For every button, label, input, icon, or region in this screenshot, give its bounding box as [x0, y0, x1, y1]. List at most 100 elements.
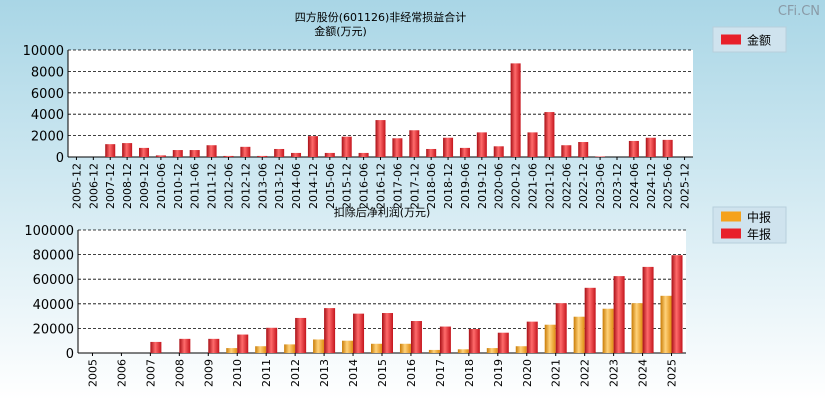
x-tick-label: 2020-06 [493, 163, 506, 209]
bar-金额-2021-06 [527, 132, 538, 157]
x-tick-label: 2024 [637, 359, 650, 387]
x-tick-label: 2009-12 [138, 163, 151, 209]
bar-中报-2017 [428, 349, 440, 353]
x-tick-label: 2019-06 [459, 163, 472, 209]
x-tick-label: 2018-12 [442, 163, 455, 209]
x-tick-label: 2018 [463, 359, 476, 387]
x-tick-label: 2011-06 [189, 163, 202, 209]
x-tick-label: 2010-12 [172, 163, 185, 209]
bar-金额-2014-12 [307, 136, 318, 157]
x-tick-label: 2007-12 [104, 163, 117, 209]
chart-title: 四方股份(601126)非经常损益合计 [295, 10, 467, 24]
bar-年报-2023 [613, 276, 625, 353]
x-tick-label: 2010-06 [155, 163, 168, 209]
x-tick-label: 2010 [231, 359, 244, 387]
x-tick-label: 2011 [260, 359, 273, 387]
bar-金额-2012-12 [240, 146, 251, 157]
y-axis-label: 金额(万元) [314, 24, 367, 38]
x-tick-label: 2025-12 [679, 163, 692, 209]
bar-金额-2022-12 [578, 142, 589, 157]
x-tick-label: 2022 [579, 359, 592, 387]
x-tick-label: 2008 [173, 359, 186, 387]
bar-中报-2023 [602, 308, 614, 353]
x-tick-label: 2012 [289, 359, 302, 387]
bar-中报-2019 [486, 348, 498, 353]
y-tick-label: 8000 [31, 65, 64, 80]
bar-金额-2017-06 [392, 138, 403, 157]
bar-金额-2024-06 [628, 140, 639, 157]
bar-年报-2013 [324, 308, 336, 353]
y-tick-label: 6000 [31, 87, 64, 102]
x-tick-label: 2016-06 [358, 163, 371, 209]
bar-中报-2016 [399, 343, 411, 353]
bar-金额-2008-12 [122, 143, 133, 157]
bar-年报-2012 [295, 317, 307, 353]
bar-金额-2012-06 [223, 155, 234, 157]
bar-金额-2024-12 [645, 137, 656, 157]
x-tick-label: 2009 [202, 359, 215, 387]
bar-金额-2018-06 [426, 148, 437, 157]
bar-金额-2019-12 [476, 132, 487, 157]
legend-swatch [721, 34, 741, 45]
bar-中报-2013 [313, 339, 325, 353]
legend-swatch [721, 211, 741, 222]
x-tick-label: 2006 [115, 359, 128, 387]
x-tick-label: 2018-06 [425, 163, 438, 209]
bar-年报-2010 [237, 334, 249, 353]
bar-年报-2017 [439, 326, 451, 353]
bar-金额-2010-12 [172, 150, 183, 157]
x-tick-label: 2016 [405, 359, 418, 387]
x-tick-label: 2005-12 [70, 163, 83, 209]
bar-金额-2014-06 [291, 152, 302, 157]
x-tick-label: 2013 [318, 359, 331, 387]
bar-金额-2010-06 [155, 155, 166, 157]
x-tick-label: 2015-06 [324, 163, 337, 209]
x-tick-label: 2023 [608, 359, 621, 387]
bar-年报-2007 [150, 341, 162, 353]
bar-中报-2020 [515, 346, 527, 353]
bar-金额-2018-12 [443, 137, 454, 157]
x-tick-label: 2017-12 [408, 163, 421, 209]
x-tick-label: 2013-06 [256, 163, 269, 209]
bar-年报-2025 [671, 255, 683, 353]
x-tick-label: 2012-12 [239, 163, 252, 209]
y-tick-label: 100000 [24, 224, 74, 239]
legend: 金额 [712, 26, 787, 53]
x-tick-label: 2017 [434, 359, 447, 387]
bar-中报-2024 [631, 303, 643, 353]
y-tick-label: 80000 [33, 249, 74, 264]
bar-金额-2016-06 [358, 152, 369, 157]
x-tick-label: 2015-12 [341, 163, 354, 209]
bar-金额-2025-06 [662, 139, 673, 157]
bar-中报-2022 [573, 316, 585, 353]
bar-年报-2018 [468, 329, 480, 353]
chart-title: 扣除后净利润(万元) [334, 205, 431, 219]
bar-年报-2021 [555, 303, 567, 353]
x-tick-label: 2020-12 [510, 163, 523, 209]
chart-2: 扣除后净利润(万元) 0 20000 40000 60000 80000 100000 200… [24, 205, 787, 387]
bar-年报-2014 [353, 313, 365, 353]
y-tick-label: 40000 [33, 298, 74, 313]
legend-swatch [721, 228, 741, 239]
bar-金额-2011-12 [206, 145, 217, 157]
x-tick-label: 2005 [86, 359, 99, 387]
x-tick-label: 2024-12 [645, 163, 658, 209]
bar-金额-2007-12 [105, 144, 116, 157]
bar-金额-2013-06 [257, 155, 268, 157]
bar-年报-2008 [179, 338, 191, 353]
legend-label: 年报 [747, 227, 771, 242]
x-tick-label: 2021-06 [527, 163, 540, 209]
bar-金额-2011-06 [189, 150, 200, 157]
y-tick-label: 60000 [33, 273, 74, 288]
bar-中报-2015 [371, 343, 382, 353]
x-tick-label: 2021 [550, 359, 563, 387]
bar-年报-2016 [410, 321, 422, 353]
x-tick-label: 2011-12 [206, 163, 219, 209]
x-tick-label: 2017-06 [391, 163, 404, 209]
x-tick-label: 2019 [492, 359, 505, 387]
x-tick-label: 2013-12 [273, 163, 286, 209]
bar-金额-2021-12 [544, 112, 555, 157]
x-tick-label: 2014-12 [307, 163, 320, 209]
